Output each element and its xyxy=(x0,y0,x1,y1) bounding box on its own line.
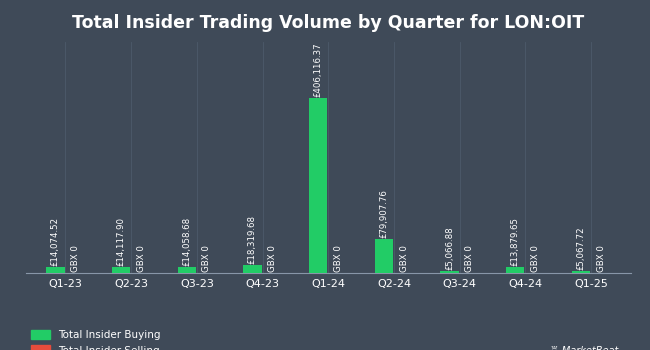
Bar xyxy=(374,239,393,273)
Title: Total Insider Trading Volume by Quarter for LON:OIT: Total Insider Trading Volume by Quarter … xyxy=(72,14,584,32)
Text: £13,879.65: £13,879.65 xyxy=(511,217,520,266)
Text: £14,058.68: £14,058.68 xyxy=(182,217,191,266)
Bar xyxy=(440,271,459,273)
Bar xyxy=(112,267,130,273)
Text: GBX 0: GBX 0 xyxy=(597,245,606,272)
Text: GBX 0: GBX 0 xyxy=(400,245,409,272)
Bar xyxy=(243,265,261,273)
Text: ♖ MarketBeat: ♖ MarketBeat xyxy=(550,346,618,350)
Bar xyxy=(309,98,328,273)
Text: £406,116.37: £406,116.37 xyxy=(314,43,322,97)
Bar xyxy=(572,271,590,273)
Text: GBX 0: GBX 0 xyxy=(334,245,343,272)
Text: GBX 0: GBX 0 xyxy=(531,245,540,272)
Text: GBX 0: GBX 0 xyxy=(136,245,146,272)
Text: £79,907.76: £79,907.76 xyxy=(380,189,388,238)
Text: £5,066.88: £5,066.88 xyxy=(445,226,454,270)
Text: GBX 0: GBX 0 xyxy=(465,245,474,272)
Text: £5,067.72: £5,067.72 xyxy=(577,226,586,270)
Bar xyxy=(506,267,525,273)
Legend: Total Insider Buying, Total Insider Selling: Total Insider Buying, Total Insider Sell… xyxy=(31,330,161,350)
Text: GBX 0: GBX 0 xyxy=(202,245,211,272)
Text: GBX 0: GBX 0 xyxy=(71,245,80,272)
Text: GBX 0: GBX 0 xyxy=(268,245,277,272)
Bar xyxy=(177,267,196,273)
Bar xyxy=(46,267,64,273)
Text: £18,319.68: £18,319.68 xyxy=(248,215,257,264)
Text: £14,117.90: £14,117.90 xyxy=(116,217,125,266)
Text: £14,074.52: £14,074.52 xyxy=(51,217,60,266)
